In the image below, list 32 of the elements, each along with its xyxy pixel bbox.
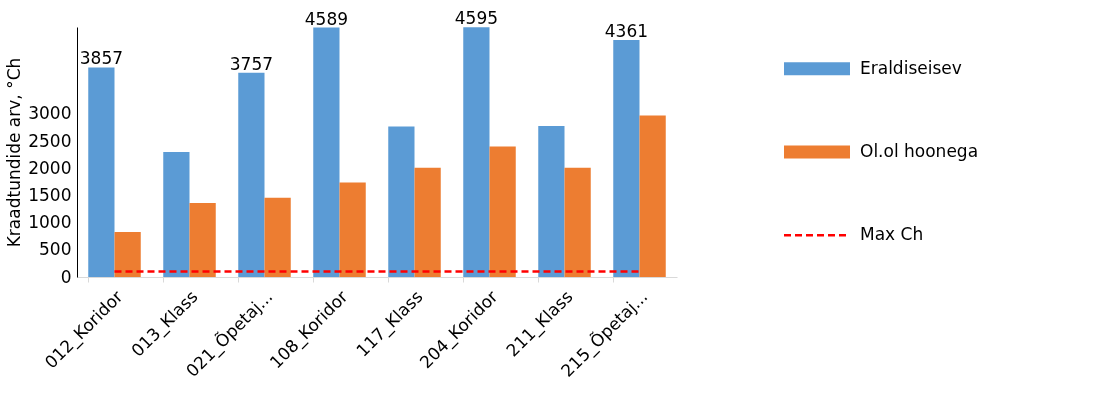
y-axis-title: Kraadtundide arv, °Ch (4, 57, 25, 248)
bar (88, 67, 115, 277)
legend-label: Ol.ol hoonega (860, 141, 979, 161)
bar (339, 182, 366, 277)
bar (264, 197, 291, 277)
y-tick-label: 1500 (28, 184, 72, 205)
y-tick-label: 0 (60, 266, 72, 287)
y-tick-label: 3000 (28, 103, 72, 124)
bar (238, 72, 265, 277)
y-tick-label: 1000 (28, 212, 72, 233)
data-label: 4589 (304, 8, 349, 29)
bar (163, 152, 190, 277)
legend-label: Max Ch (860, 224, 924, 245)
y-tick-label: 500 (39, 239, 72, 260)
legend-label: Eraldiseisev (860, 57, 962, 78)
bar (189, 203, 216, 277)
bar (639, 115, 666, 277)
bar (489, 146, 516, 277)
bar (613, 39, 640, 277)
data-label: 3757 (229, 53, 274, 74)
data-label: 4595 (454, 8, 499, 29)
data-label: 3857 (79, 48, 124, 69)
bar (414, 167, 441, 277)
bar (388, 126, 415, 277)
y-tick-label: 2000 (28, 157, 72, 178)
y-tick-label: 2500 (28, 130, 72, 151)
data-label: 4361 (604, 20, 649, 41)
bar (114, 231, 141, 277)
bar (538, 125, 565, 277)
bar (564, 167, 591, 277)
bar (463, 27, 490, 277)
bar (313, 27, 340, 277)
